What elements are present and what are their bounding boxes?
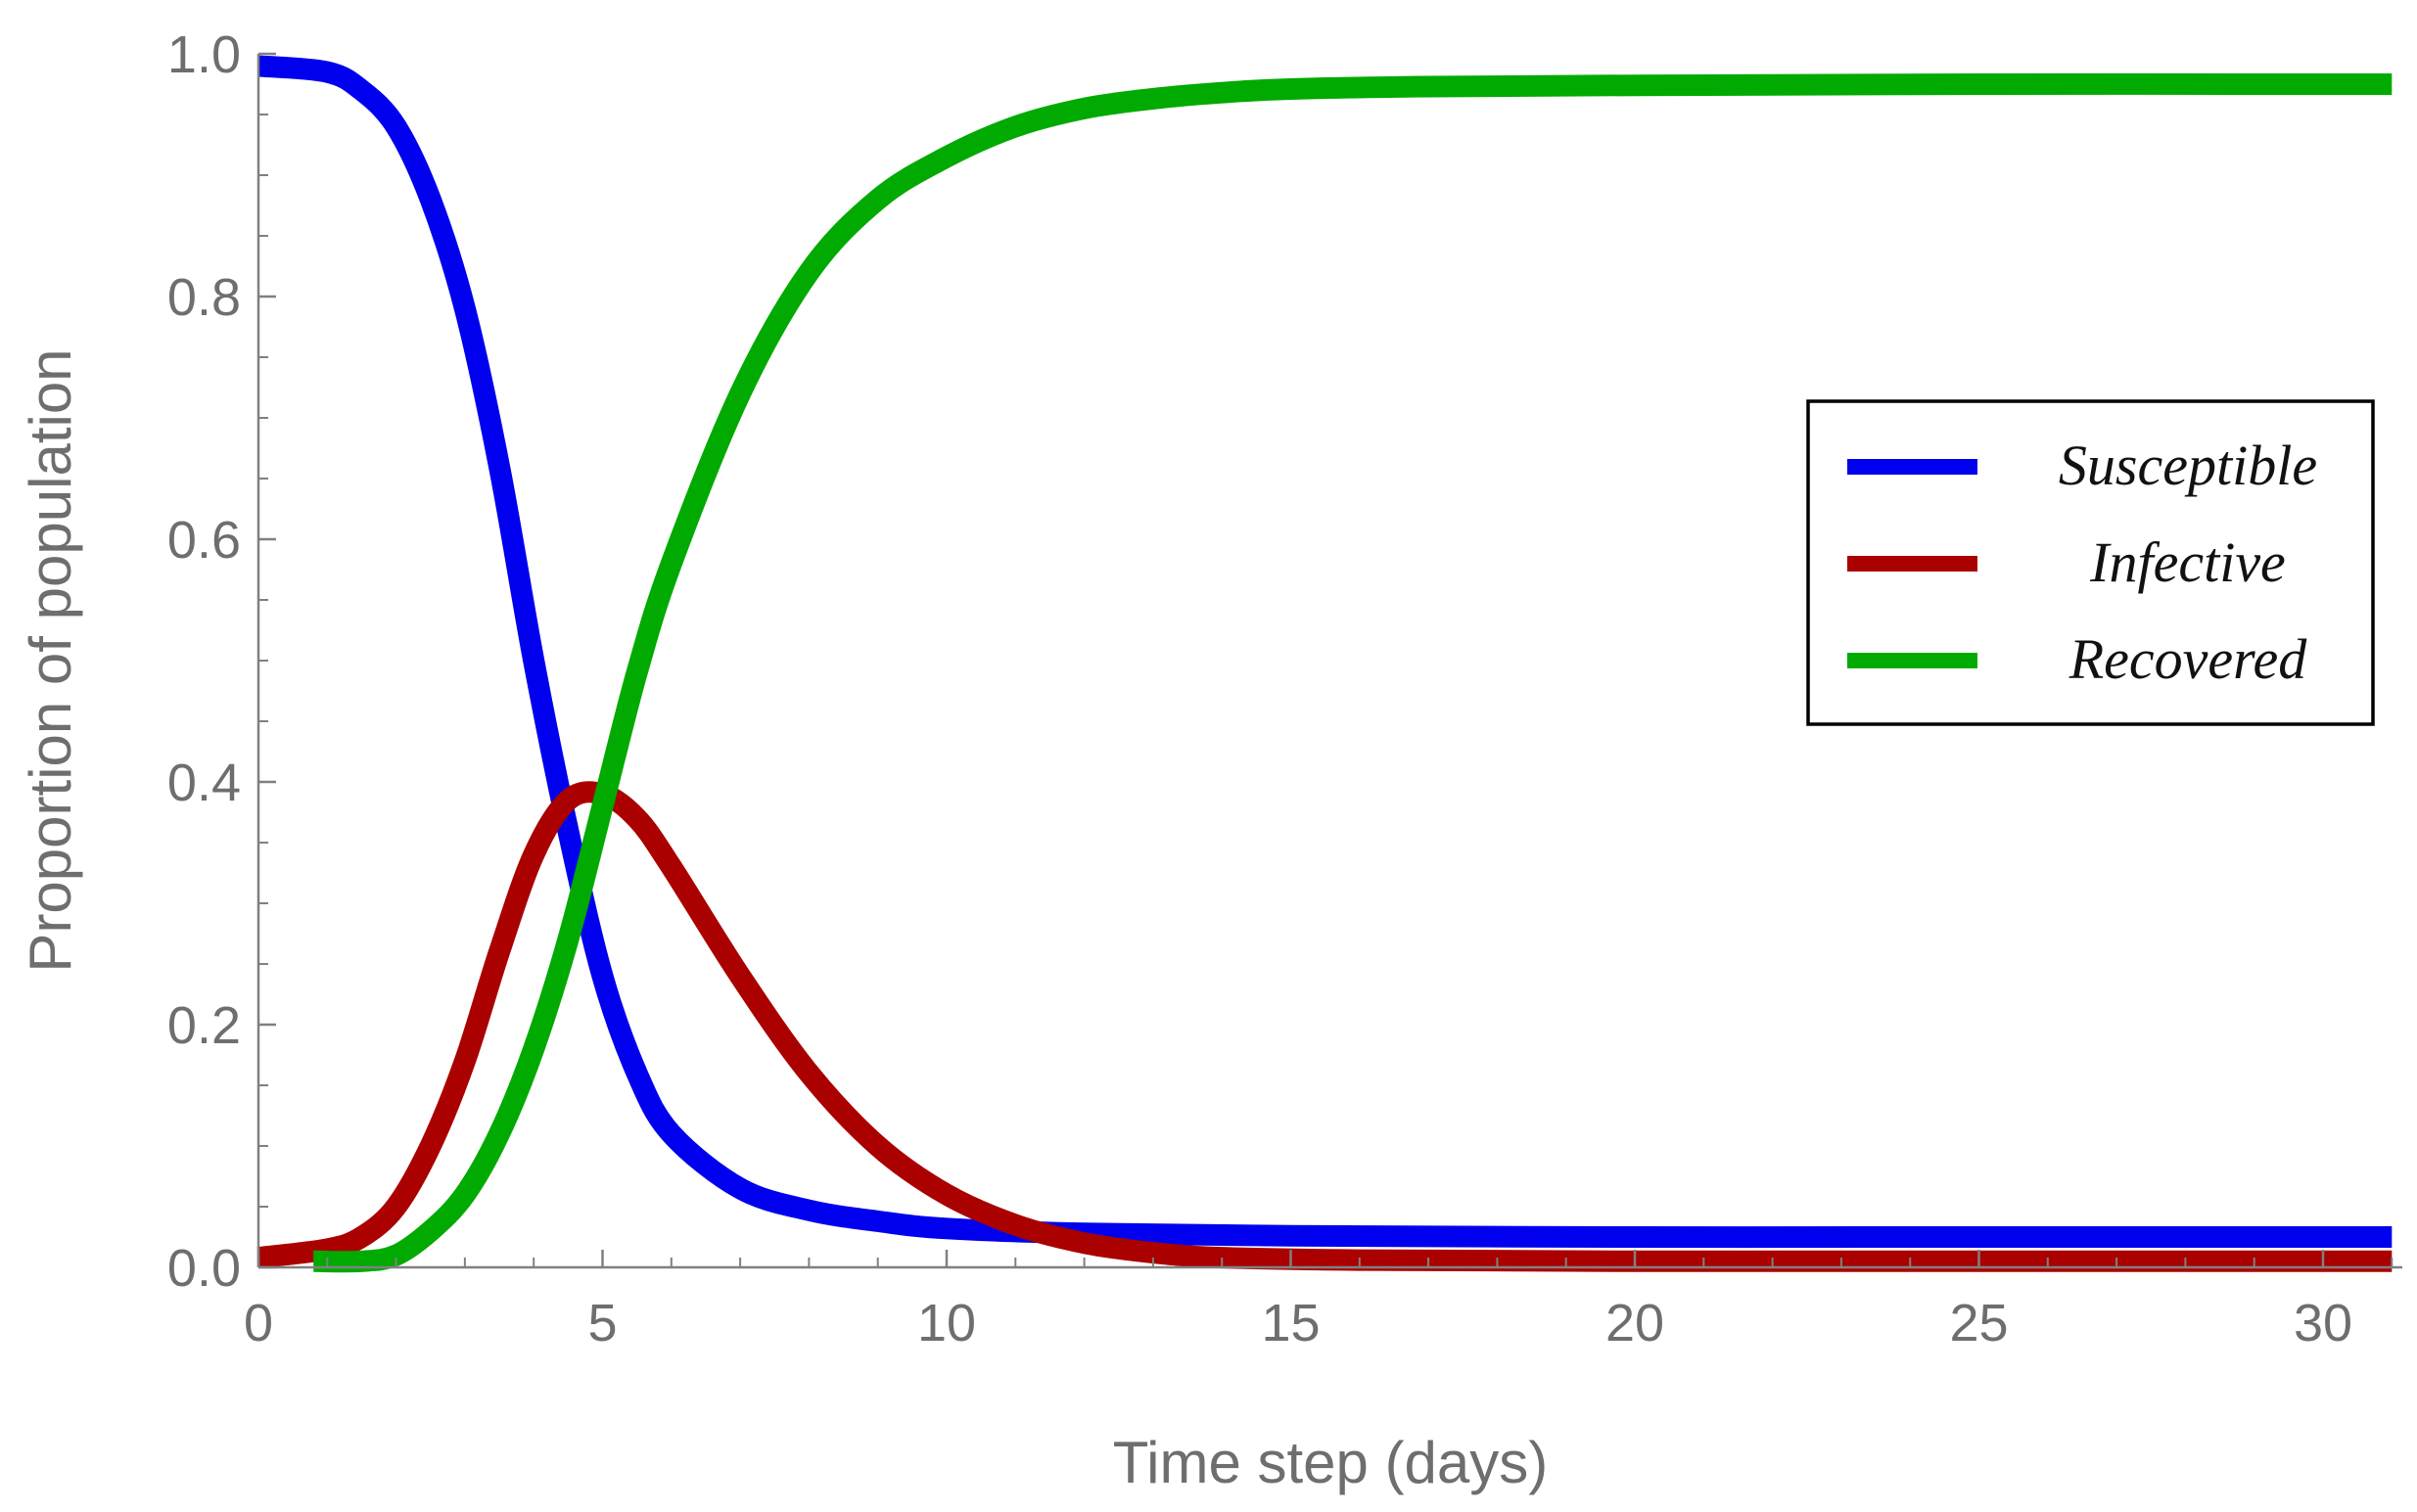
x-tick-label: 10 <box>917 1294 976 1352</box>
ticks-layer: 0 5 10 15 20 25 30 0.0 0.2 0.4 0.6 0.8 1.0 <box>167 25 2394 1352</box>
y-tick-label: 0.4 <box>167 754 241 812</box>
y-tick-label: 1.0 <box>167 25 241 84</box>
x-tick-label: 25 <box>1949 1294 2008 1352</box>
y-tick-label: 0.6 <box>167 511 241 570</box>
legend-label-recovered: Recovered <box>2068 627 2308 691</box>
x-tick-label: 20 <box>1605 1294 1664 1352</box>
x-tick-label: 5 <box>587 1294 617 1352</box>
x-tick-label: 0 <box>244 1294 273 1352</box>
series-line-recovered <box>313 72 2393 1273</box>
series-line-infective <box>256 781 2393 1272</box>
series-line-susceptible <box>257 55 2393 1249</box>
x-tick-label: 30 <box>2294 1294 2352 1352</box>
y-tick-label: 0.2 <box>167 996 241 1055</box>
x-axis-label: Time step (days) <box>1113 1430 1549 1495</box>
y-axis-label: Proportion of population <box>18 348 83 972</box>
y-tick-label: 0.0 <box>167 1239 241 1298</box>
legend: Susceptible Infective Recovered <box>1806 399 2375 726</box>
series-layer <box>256 55 2393 1273</box>
legend-label-susceptible: Susceptible <box>2059 434 2317 497</box>
legend-label-infective: Infective <box>2089 530 2286 594</box>
y-tick-label: 0.8 <box>167 268 241 327</box>
x-tick-label: 15 <box>1261 1294 1320 1352</box>
